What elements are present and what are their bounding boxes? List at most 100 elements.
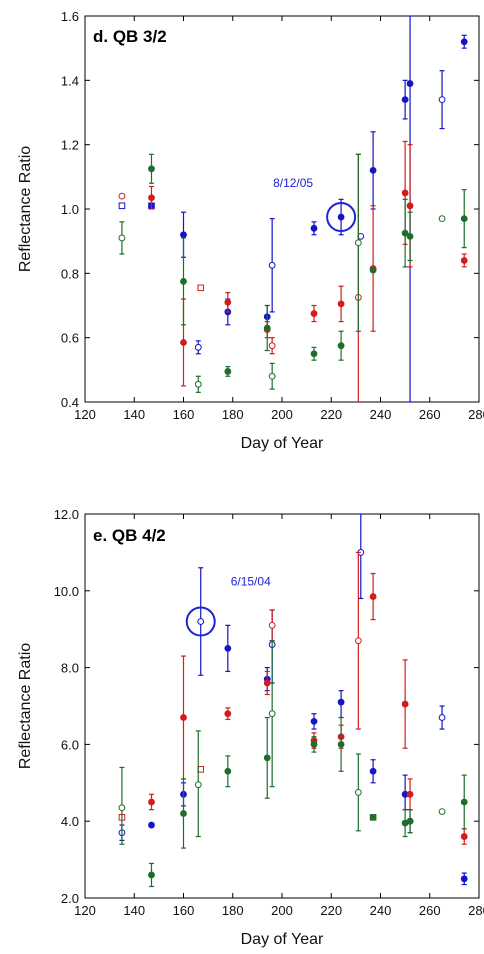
x-tick-label: 200 xyxy=(271,903,293,918)
y-tick-label: 1.4 xyxy=(61,73,79,88)
x-tick-label: 220 xyxy=(320,407,342,422)
x-tick-label: 200 xyxy=(271,407,293,422)
x-tick-label: 120 xyxy=(74,903,96,918)
green-point xyxy=(263,754,271,762)
y-tick-label: 12.0 xyxy=(54,507,79,522)
blue-point xyxy=(268,261,276,269)
green-point xyxy=(268,710,276,718)
y-tick-label: 6.0 xyxy=(61,737,79,752)
x-tick-label: 260 xyxy=(419,903,441,918)
axis-ticks: 120 140 160 180 200 220 240 260 280 0.4 0.6 0.8 1.0 1… xyxy=(61,9,484,422)
red-point xyxy=(118,192,126,200)
y-tick-label: 1.6 xyxy=(61,9,79,24)
highlight-ring xyxy=(326,202,357,233)
green-point xyxy=(460,215,468,223)
green-point xyxy=(118,804,126,812)
blue-point xyxy=(369,767,377,775)
red-point xyxy=(369,593,377,600)
red-point xyxy=(401,189,409,197)
y-tick-label: 10.0 xyxy=(54,584,79,599)
green-point xyxy=(438,808,446,815)
green-point xyxy=(354,789,362,796)
plot-frame xyxy=(84,513,480,899)
y-tick-label: 0.6 xyxy=(61,331,79,346)
red-point xyxy=(401,700,409,708)
blue-point xyxy=(438,96,446,104)
red-point xyxy=(180,714,187,721)
y-tick-label: 1.0 xyxy=(61,202,79,217)
blue-point xyxy=(197,618,205,625)
blue-point xyxy=(401,96,409,104)
green-point xyxy=(310,350,318,358)
x-tick-label: 220 xyxy=(320,903,342,918)
blue-point xyxy=(337,698,345,706)
blue-point xyxy=(337,213,345,221)
plot-frame xyxy=(84,15,480,403)
x-tick-label: 180 xyxy=(222,903,244,918)
blue-point xyxy=(406,80,414,87)
blue-point xyxy=(310,224,318,232)
x-tick-label: 180 xyxy=(222,407,244,422)
blue-point xyxy=(438,714,446,721)
red-point xyxy=(460,257,468,264)
green-point xyxy=(224,767,232,775)
x-tick-label: 160 xyxy=(173,903,195,918)
green-point xyxy=(180,277,187,285)
red-point xyxy=(354,637,362,645)
blue-point xyxy=(460,875,468,883)
blue-point xyxy=(460,38,468,46)
data-marks xyxy=(118,513,468,888)
red-point xyxy=(224,298,232,306)
chart-title: e. QB 4/2 xyxy=(93,526,166,545)
x-axis-title: Day of Year xyxy=(241,435,324,452)
x-tick-label: 280 xyxy=(468,407,484,422)
axis-ticks: 120 140 160 180 200 220 240 260 280 2.0 4.0 6.0 8.0 1… xyxy=(54,507,484,918)
blue-point xyxy=(224,645,232,652)
y-tick-label: 0.4 xyxy=(61,395,79,410)
red-point xyxy=(148,194,155,202)
x-axis-title: Day of Year xyxy=(241,931,324,948)
red-point xyxy=(268,621,276,629)
x-tick-label: 260 xyxy=(419,407,441,422)
green-point xyxy=(438,215,446,223)
red-point xyxy=(268,342,276,350)
panel-e: 120 140 160 180 200 220 240 260 280 2.0 4.0 6.0 8.0 1… xyxy=(17,507,484,948)
x-tick-label: 160 xyxy=(173,407,195,422)
green-point xyxy=(337,741,345,748)
y-tick-label: 8.0 xyxy=(61,661,79,676)
red-point xyxy=(263,679,271,687)
red-point xyxy=(310,310,318,317)
x-tick-label: 240 xyxy=(370,407,392,422)
green-point xyxy=(148,871,155,879)
green-point xyxy=(148,165,155,173)
highlight-ring xyxy=(185,606,216,637)
blue-point xyxy=(118,202,126,210)
red-point xyxy=(197,284,205,292)
y-tick-label: 0.8 xyxy=(61,266,79,281)
blue-point xyxy=(310,717,318,725)
blue-point xyxy=(194,343,202,351)
x-tick-label: 120 xyxy=(74,407,96,422)
green-point xyxy=(268,372,276,380)
x-tick-label: 280 xyxy=(468,903,484,918)
green-point xyxy=(369,266,377,274)
chart-title: d. QB 3/2 xyxy=(93,27,167,46)
red-point xyxy=(148,798,155,806)
red-point xyxy=(406,202,414,210)
green-point xyxy=(263,324,271,332)
x-tick-label: 140 xyxy=(123,407,145,422)
annotation-label: 6/15/04 xyxy=(231,575,271,589)
green-point xyxy=(369,814,377,821)
blue-point xyxy=(180,231,187,239)
y-axis-title: Reflectance Ratio xyxy=(17,146,34,272)
x-tick-label: 140 xyxy=(123,903,145,918)
green-point xyxy=(406,232,414,240)
green-point xyxy=(118,234,126,242)
y-tick-label: 2.0 xyxy=(61,891,79,906)
y-tick-label: 4.0 xyxy=(61,814,79,829)
green-point xyxy=(224,368,232,375)
red-point xyxy=(460,833,468,840)
green-point xyxy=(310,741,318,748)
red-point xyxy=(224,710,232,718)
red-point xyxy=(406,790,414,798)
